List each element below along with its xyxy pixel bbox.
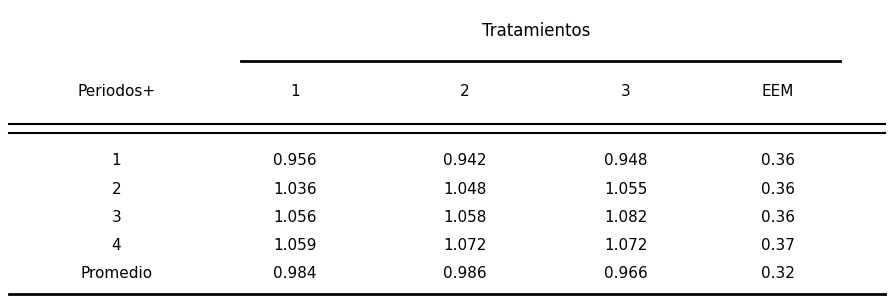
Text: 0.37: 0.37 (761, 238, 795, 253)
Text: 1.048: 1.048 (443, 181, 486, 197)
Text: 0.986: 0.986 (443, 266, 486, 281)
Text: 0.36: 0.36 (761, 181, 795, 197)
Text: 1.082: 1.082 (604, 210, 647, 225)
Text: 0.32: 0.32 (761, 266, 795, 281)
Text: 0.984: 0.984 (274, 266, 316, 281)
Text: 1.059: 1.059 (274, 238, 316, 253)
Text: 1.036: 1.036 (274, 181, 316, 197)
Text: EEM: EEM (762, 84, 794, 99)
Text: 1.056: 1.056 (274, 210, 316, 225)
Text: Tratamientos: Tratamientos (482, 22, 591, 39)
Text: 0.36: 0.36 (761, 210, 795, 225)
Text: 3: 3 (112, 210, 121, 225)
Text: 1: 1 (112, 153, 121, 169)
Text: 0.956: 0.956 (274, 153, 316, 169)
Text: 0.948: 0.948 (604, 153, 647, 169)
Text: 0.36: 0.36 (761, 153, 795, 169)
Text: 0.942: 0.942 (443, 153, 486, 169)
Text: 1: 1 (291, 84, 299, 99)
Text: Periodos+: Periodos+ (77, 84, 156, 99)
Text: 2: 2 (460, 84, 469, 99)
Text: 1.055: 1.055 (604, 181, 647, 197)
Text: 4: 4 (112, 238, 121, 253)
Text: 2: 2 (112, 181, 121, 197)
Text: 1.072: 1.072 (443, 238, 486, 253)
Text: 3: 3 (621, 84, 630, 99)
Text: 0.966: 0.966 (604, 266, 647, 281)
Text: Promedio: Promedio (80, 266, 152, 281)
Text: 1.058: 1.058 (443, 210, 486, 225)
Text: 1.072: 1.072 (604, 238, 647, 253)
